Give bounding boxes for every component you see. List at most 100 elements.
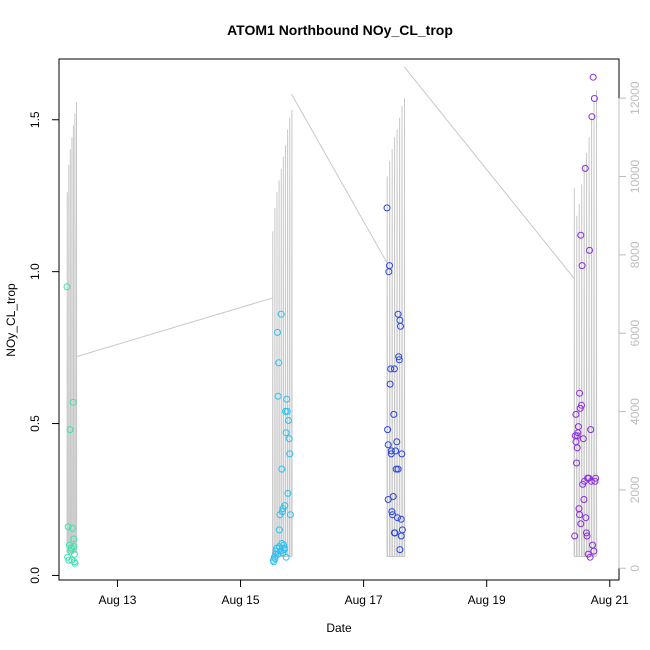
data-point: [274, 550, 282, 558]
data-point: [386, 262, 393, 270]
data-point: [389, 493, 397, 500]
data-point: [572, 410, 580, 418]
data-point: [394, 465, 402, 473]
data-point: [280, 546, 288, 554]
data-point: [578, 401, 585, 409]
data-point: [278, 508, 286, 516]
altitude-tick-label: 6000: [628, 320, 642, 347]
data-point: [275, 526, 283, 534]
x-axis: Aug 13 Aug 15 Aug 17 Aug 19 Aug 21: [98, 579, 629, 607]
data-point: [278, 540, 286, 547]
data-point: [283, 395, 291, 403]
data-point: [384, 426, 392, 434]
data-point: [395, 353, 403, 361]
x-tick-label: Aug 15: [222, 593, 260, 607]
altitude-flight-profile: [272, 109, 293, 557]
data-point: [396, 546, 404, 554]
x-tick-label: Aug 19: [468, 593, 506, 607]
data-point: [280, 541, 288, 549]
data-point: [69, 524, 76, 532]
data-point: [576, 511, 584, 519]
data-point: [281, 502, 289, 510]
data-point: [590, 95, 598, 102]
data-point: [586, 246, 593, 254]
data-point: [581, 164, 589, 172]
data-point: [394, 514, 401, 522]
data-point: [274, 328, 281, 336]
data-point: [389, 511, 396, 519]
data-point: [592, 474, 600, 482]
data-point: [398, 450, 406, 458]
data-point: [393, 438, 401, 446]
data-point: [390, 529, 398, 537]
data-point: [397, 322, 404, 330]
data-point: [571, 532, 579, 540]
data-point: [285, 435, 293, 443]
y-axis: 0.0 0.5 1.0 1.5: [28, 111, 60, 584]
data-point: [590, 547, 598, 555]
data-point: [70, 558, 78, 566]
y-axis-label: NOy_CL_trop: [4, 283, 18, 357]
data-point: [286, 450, 294, 458]
altitude-transit-line: [291, 94, 388, 263]
data-point: [583, 532, 591, 540]
data-point: [573, 444, 581, 452]
data-point: [390, 410, 398, 418]
x-tick-label: Aug 17: [345, 593, 383, 607]
data-point: [277, 310, 285, 318]
data-point: [69, 398, 77, 406]
data-point: [582, 514, 590, 522]
altitude-axis: 0 2000 4000 6000 8000 10000 12000: [618, 81, 642, 572]
data-point: [387, 447, 395, 455]
chart-title: ATOM1 Northbound NOy_CL_trop: [227, 22, 453, 38]
data-point: [395, 356, 403, 364]
data-point: [387, 450, 395, 458]
data-point: [275, 359, 283, 367]
x-tick-label: Aug 21: [591, 593, 629, 607]
data-point: [574, 423, 582, 431]
data-point: [63, 283, 71, 291]
data-point: [397, 515, 405, 523]
altitude-tick-label: 8000: [628, 241, 642, 268]
data-point: [573, 459, 580, 467]
data-point: [384, 496, 392, 503]
data-point: [387, 365, 395, 373]
data-point: [578, 262, 586, 270]
altitude-tick-label: 4000: [628, 398, 642, 425]
altitude-flight-profile: [573, 90, 598, 557]
data-point: [577, 231, 585, 239]
altitude-tick-label: 0: [628, 565, 642, 572]
data-point: [397, 532, 405, 540]
data-point: [70, 543, 78, 551]
data-point: [586, 553, 594, 561]
altitude-flight-profile: [386, 98, 406, 557]
data-point: [576, 389, 584, 397]
data-point: [577, 520, 585, 528]
data-point: [284, 489, 292, 497]
data-point: [580, 496, 588, 503]
data-point: [70, 535, 78, 543]
data-point: [588, 113, 596, 121]
y-tick-label: 1.5: [28, 111, 42, 128]
data-point: [390, 365, 398, 373]
altitude-trace-layer: [66, 66, 598, 557]
plot-frame: [58, 58, 620, 581]
data-point: [384, 441, 392, 449]
data-point: [274, 392, 282, 400]
data-point: [278, 465, 286, 473]
data-point: [392, 465, 400, 473]
data-point: [589, 73, 597, 81]
data-point: [286, 511, 294, 519]
data-point: [283, 407, 291, 415]
altitude-tick-label: 2000: [628, 476, 642, 503]
y-tick-label: 0.5: [28, 415, 42, 432]
y-tick-label: 0.0: [28, 567, 42, 584]
x-tick-label: Aug 13: [98, 593, 136, 607]
data-point: [388, 508, 396, 516]
altitude-transit-line: [403, 66, 575, 279]
data-point: [591, 477, 599, 485]
data-point: [576, 404, 584, 412]
y-tick-label: 1.0: [28, 263, 42, 280]
data-point: [282, 553, 290, 561]
data-point: [386, 380, 394, 388]
